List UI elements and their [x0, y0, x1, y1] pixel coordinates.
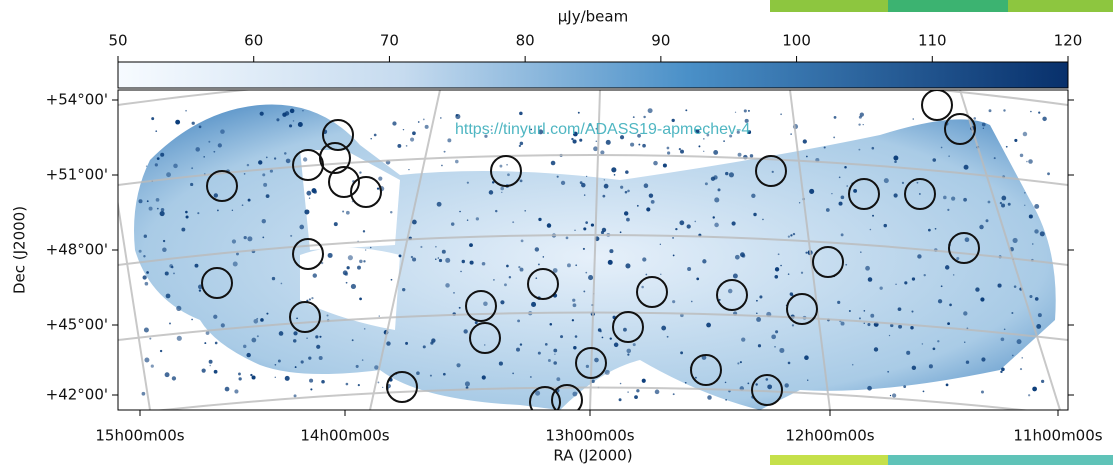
colorbar-tick-label: 100 [782, 32, 811, 50]
decor [770, 0, 1113, 465]
x-tick-label: 15h00m00s [95, 427, 184, 445]
y-axis-label: Dec (J2000) [11, 206, 29, 294]
colorbar [117, 61, 1069, 89]
colorbar-tick-label: 80 [516, 32, 535, 50]
colorbar-tick-label: 120 [1054, 32, 1083, 50]
url-annotation: https://tinyurl.com/ADASS19-apmechev-4 [455, 121, 750, 138]
y-tick-label: +42°00' [46, 386, 108, 404]
x-axis-label: RA (J2000) [553, 447, 632, 465]
x-tick-label: 13h00m00s [545, 427, 634, 445]
colorbar-label: μJy/beam [558, 8, 628, 26]
y-tick-label: +51°00' [46, 166, 108, 184]
y-tick-label: +45°00' [46, 316, 108, 334]
colorbar-tick-label: 110 [918, 32, 947, 50]
x-tick-label: 11h00m00s [1013, 427, 1102, 445]
sky-map [118, 90, 1068, 410]
y-tick-label: +48°00' [46, 241, 108, 259]
y-tick-label: +54°00' [46, 91, 108, 109]
x-tick-label: 14h00m00s [300, 427, 389, 445]
colorbar-tick-label: 90 [651, 32, 670, 50]
colorbar-tick-label: 50 [108, 32, 127, 50]
colorbar-tick-label: 60 [244, 32, 263, 50]
colorbar-tick-label: 70 [380, 32, 399, 50]
x-tick-label: 12h00m00s [785, 427, 874, 445]
